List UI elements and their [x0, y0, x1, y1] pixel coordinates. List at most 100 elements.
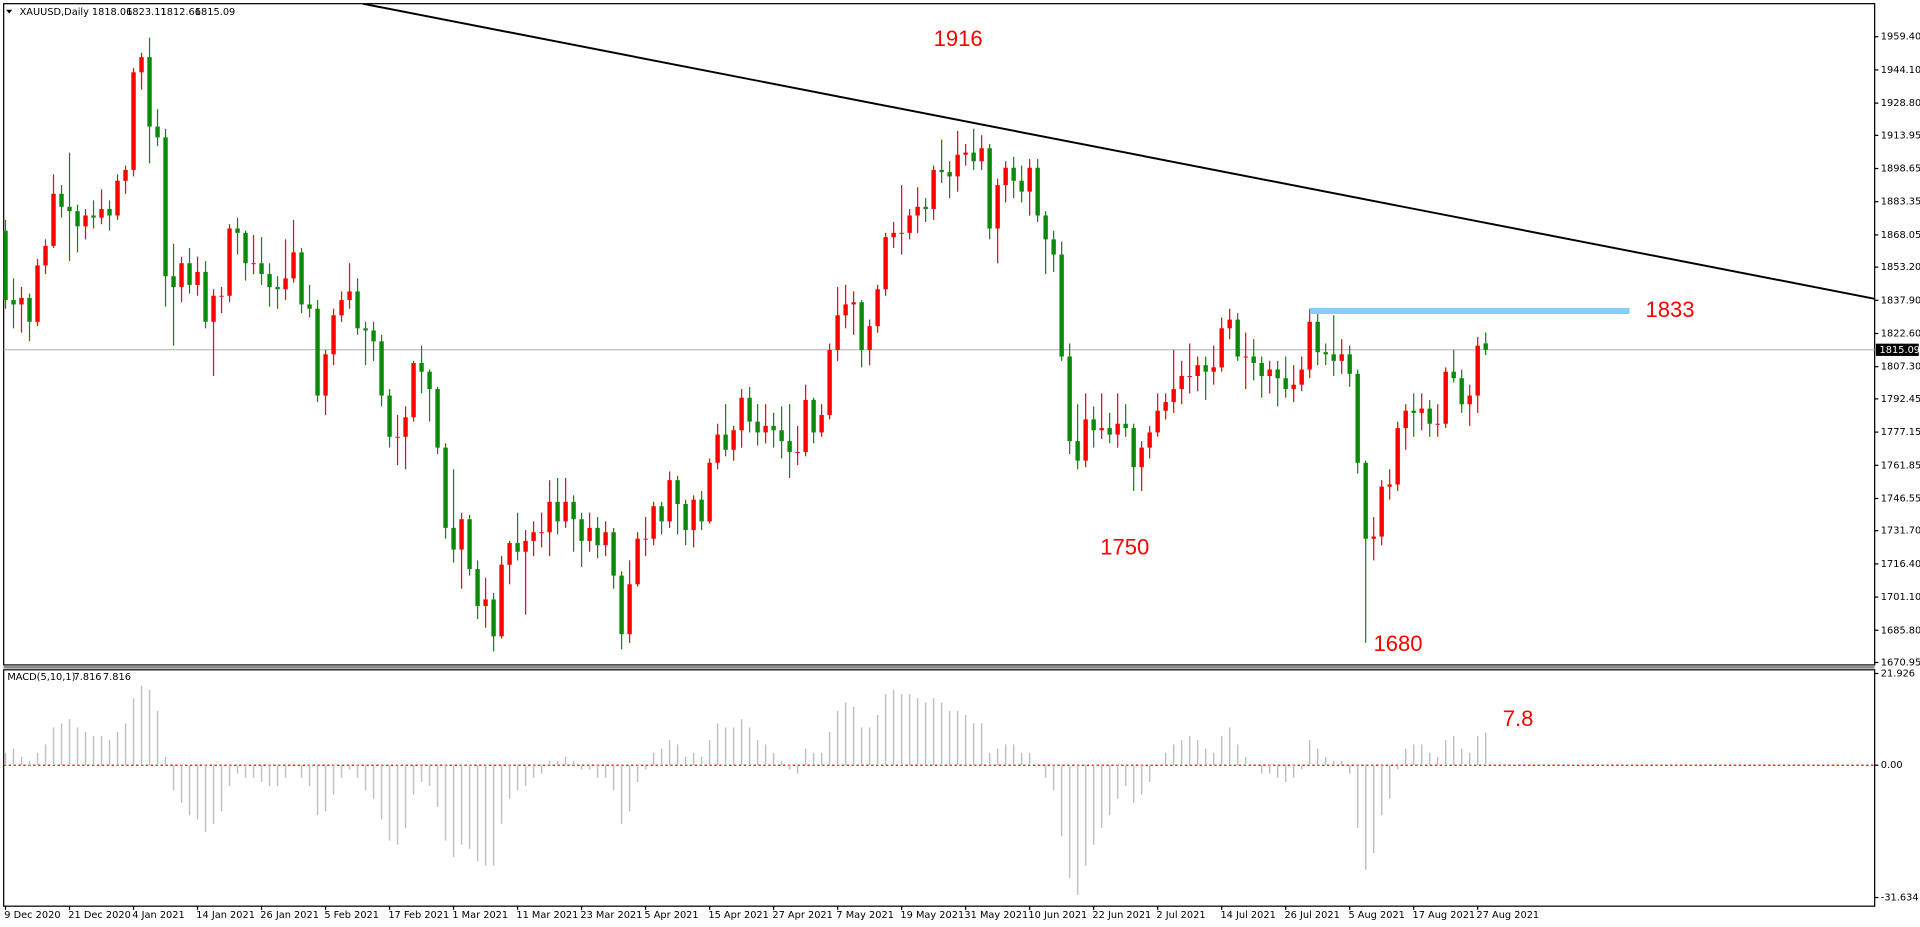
candle-body: [835, 315, 840, 350]
x-tick-label: 26 Jul 2021: [1284, 910, 1339, 921]
candle-body: [971, 152, 976, 162]
candle-body: [1027, 167, 1032, 192]
candle-body: [771, 425, 776, 431]
candle-body: [411, 363, 416, 418]
candle-body: [347, 291, 352, 301]
candle-body: [459, 519, 464, 550]
candle-body: [979, 148, 984, 162]
candle-body: [1475, 345, 1480, 396]
candle-body: [787, 441, 792, 452]
candle-body: [1155, 410, 1160, 433]
candle-body: [1315, 321, 1320, 353]
candle-body: [131, 72, 136, 170]
candle-body: [923, 206, 928, 209]
y-tick-label: 1746.55: [1881, 493, 1920, 504]
candle-body: [523, 540, 528, 552]
candle-body: [1219, 328, 1224, 368]
candle-body: [907, 215, 912, 233]
candle-body: [1051, 239, 1056, 255]
x-tick-label: 19 May 2021: [900, 910, 964, 921]
y-tick-label: 1853.20: [1881, 262, 1920, 273]
candle-body: [227, 228, 232, 296]
header-open: 1818.06: [92, 7, 132, 18]
annotation: 1833: [1646, 297, 1695, 322]
candle-body: [275, 287, 280, 290]
candle-body: [1003, 167, 1008, 186]
candle-body: [259, 263, 264, 275]
candle-body: [803, 399, 808, 452]
y-tick-label: 1959.40: [1881, 32, 1920, 43]
candle-body: [1443, 371, 1448, 424]
x-tick-label: 27 Apr 2021: [772, 910, 833, 921]
candle-body: [243, 232, 248, 264]
candle-body: [123, 169, 128, 181]
candle-body: [987, 148, 992, 229]
menu-icon: [6, 9, 13, 14]
chart-title: XAUUSD,Daily: [20, 7, 90, 18]
candle-body: [931, 169, 936, 209]
candle-body: [747, 397, 752, 422]
candle-body: [435, 389, 440, 448]
x-tick-label: 27 Aug 2021: [1476, 910, 1539, 921]
candle-body: [715, 434, 720, 463]
candle-body: [963, 152, 968, 155]
candle-body: [1115, 423, 1120, 435]
y-tick-label: 1913.95: [1881, 130, 1920, 141]
candle-body: [539, 532, 544, 534]
candle-body: [451, 527, 456, 550]
candle-body: [507, 543, 512, 565]
candle-body: [739, 397, 744, 431]
candle-body: [379, 341, 384, 396]
candle-body: [1451, 371, 1456, 379]
candle-body: [339, 300, 344, 316]
candle-body: [67, 206, 72, 212]
candle-body: [1107, 428, 1112, 435]
candle-body: [443, 447, 448, 528]
candle-body: [107, 208, 112, 216]
candle-body: [499, 564, 504, 637]
candle-body: [587, 527, 592, 541]
candle-body: [1267, 369, 1272, 377]
candle-body: [1211, 367, 1216, 372]
candle-body: [1043, 215, 1048, 240]
y-tick-label: 1777.15: [1881, 427, 1920, 438]
candle-body: [755, 421, 760, 433]
y-tick-label: 1944.10: [1881, 65, 1920, 76]
candle-body: [1403, 410, 1408, 429]
candle-body: [1347, 354, 1352, 374]
current-price-label: 1815.09: [1880, 345, 1920, 356]
x-tick-label: 7 May 2021: [836, 910, 894, 921]
candle-body: [171, 276, 176, 288]
candle-body: [1139, 447, 1144, 468]
candle-body: [483, 599, 488, 606]
x-tick-label: 5 Aug 2021: [1348, 910, 1404, 921]
x-tick-label: 26 Jan 2021: [260, 910, 319, 921]
candle-body: [603, 532, 608, 546]
candle-body: [1179, 376, 1184, 390]
x-tick-label: 23 Mar 2021: [580, 910, 642, 921]
candle-body: [1371, 536, 1376, 539]
candle-body: [331, 315, 336, 355]
candle-body: [707, 462, 712, 522]
candle-body: [307, 304, 312, 309]
y-tick-label: 1670.95: [1881, 657, 1920, 668]
candle-body: [299, 252, 304, 305]
x-tick-label: 4 Jan 2021: [132, 910, 184, 921]
candle-body: [43, 245, 48, 266]
y-tick-label: 1837.90: [1881, 295, 1920, 306]
x-tick-label: 17 Feb 2021: [388, 910, 449, 921]
candle-body: [667, 480, 672, 522]
macd-title: MACD(5,10,1): [7, 672, 75, 683]
candle-body: [1379, 486, 1384, 537]
candle-body: [115, 180, 120, 216]
candle-body: [1323, 352, 1328, 355]
candle-body: [619, 575, 624, 635]
x-tick-label: 1 Mar 2021: [452, 910, 508, 921]
candle-body: [811, 399, 816, 433]
y-tick-label: 1868.05: [1881, 230, 1920, 241]
header-low: 1812.66: [161, 7, 201, 18]
candle-body: [1243, 356, 1248, 358]
candle-body: [355, 291, 360, 329]
